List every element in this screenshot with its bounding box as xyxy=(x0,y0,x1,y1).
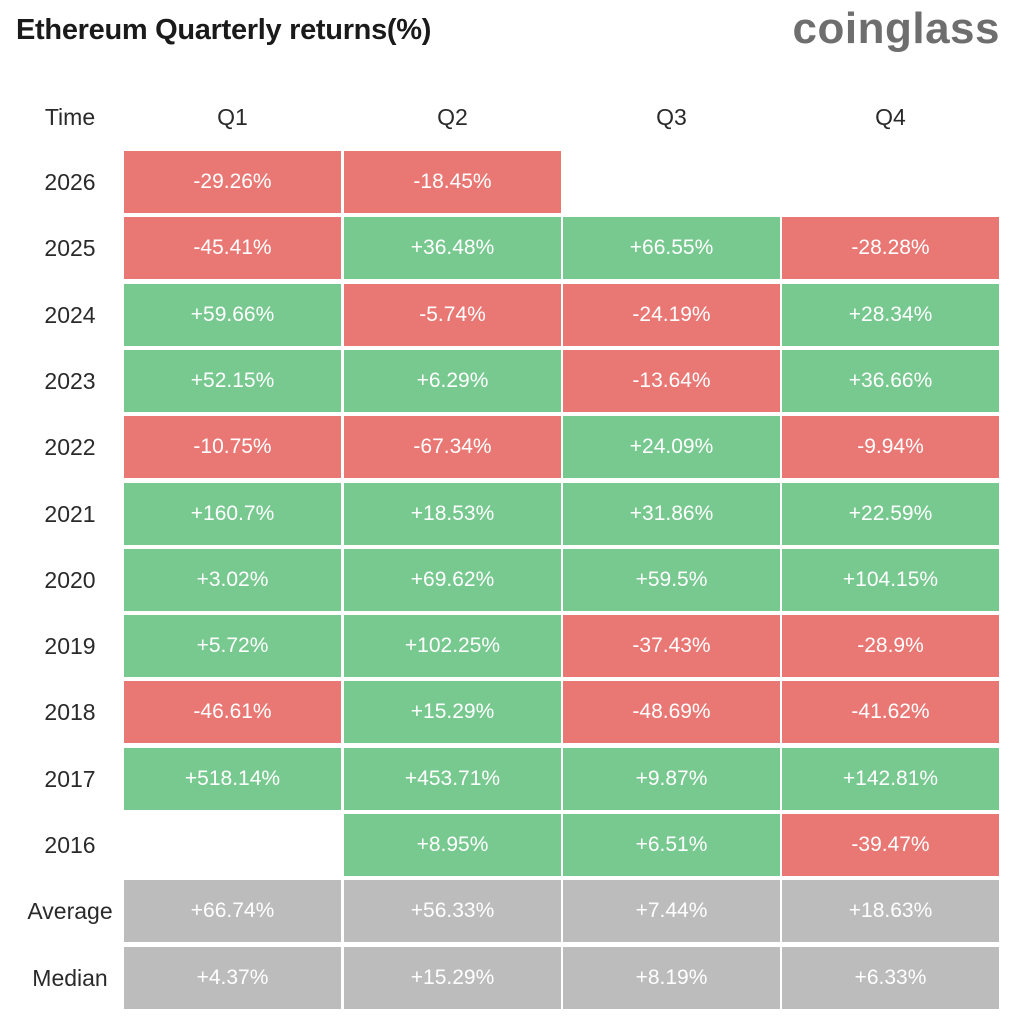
return-cell-2021-q4: +22.59% xyxy=(782,483,999,545)
return-cell-median-q4: +6.33% xyxy=(782,947,999,1009)
row-label-2016: 2016 xyxy=(44,832,96,858)
return-cell-2023-q3: -13.64% xyxy=(563,350,780,412)
return-cell-2025-q2: +36.48% xyxy=(344,217,561,279)
return-cell-2018-q1: -46.61% xyxy=(124,681,341,743)
return-cell-average-q2: +56.33% xyxy=(344,880,561,942)
return-cell-2024-q3: -24.19% xyxy=(563,284,780,346)
return-cell-2026-q2: -18.45% xyxy=(344,151,561,213)
return-cell-2018-q2: +15.29% xyxy=(344,681,561,743)
row-label-2025: 2025 xyxy=(44,235,96,261)
row-label-2022: 2022 xyxy=(44,434,96,460)
return-cell-2024-q4: +28.34% xyxy=(782,284,999,346)
row-label-2024: 2024 xyxy=(44,302,96,328)
row-label-2026: 2026 xyxy=(44,169,96,195)
return-cell-2017-q3: +9.87% xyxy=(563,748,780,810)
return-cell-2022-q4: -9.94% xyxy=(782,416,999,478)
return-cell-2022-q3: +24.09% xyxy=(563,416,780,478)
return-cell-2025-q4: -28.28% xyxy=(782,217,999,279)
return-cell-2023-q4: +36.66% xyxy=(782,350,999,412)
return-cell-2016-q3: +6.51% xyxy=(563,814,780,876)
chart-title: Ethereum Quarterly returns(%) xyxy=(16,14,432,46)
return-cell-2025-q3: +66.55% xyxy=(563,217,780,279)
column-header-q1: Q1 xyxy=(217,104,248,130)
return-cell-median-q2: +15.29% xyxy=(344,947,561,1009)
return-cell-2024-q2: -5.74% xyxy=(344,284,561,346)
row-label-2019: 2019 xyxy=(44,633,96,659)
row-label-2018: 2018 xyxy=(44,699,96,725)
return-cell-2019-q1: +5.72% xyxy=(124,615,341,677)
return-cell-2023-q2: +6.29% xyxy=(344,350,561,412)
return-cell-2016-q2: +8.95% xyxy=(344,814,561,876)
row-label-2017: 2017 xyxy=(44,766,96,792)
row-label-median: Median xyxy=(32,965,108,991)
return-cell-2026-q1: -29.26% xyxy=(124,151,341,213)
return-cell-2021-q2: +18.53% xyxy=(344,483,561,545)
return-cell-median-q3: +8.19% xyxy=(563,947,780,1009)
return-cell-average-q1: +66.74% xyxy=(124,880,341,942)
return-cell-average-q3: +7.44% xyxy=(563,880,780,942)
return-cell-2020-q4: +104.15% xyxy=(782,549,999,611)
column-header-q4: Q4 xyxy=(875,104,906,130)
row-label-2021: 2021 xyxy=(44,501,96,527)
return-cell-2019-q3: -37.43% xyxy=(563,615,780,677)
coinglass-logo: coinglass xyxy=(792,4,1000,53)
return-cell-2018-q3: -48.69% xyxy=(563,681,780,743)
row-label-2020: 2020 xyxy=(44,567,96,593)
return-cell-2022-q1: -10.75% xyxy=(124,416,341,478)
return-cell-2020-q1: +3.02% xyxy=(124,549,341,611)
return-cell-2024-q1: +59.66% xyxy=(124,284,341,346)
return-cell-2020-q3: +59.5% xyxy=(563,549,780,611)
column-header-q2: Q2 xyxy=(437,104,468,130)
return-cell-2018-q4: -41.62% xyxy=(782,681,999,743)
return-cell-2017-q1: +518.14% xyxy=(124,748,341,810)
return-cell-2016-q4: -39.47% xyxy=(782,814,999,876)
return-cell-2023-q1: +52.15% xyxy=(124,350,341,412)
return-cell-average-q4: +18.63% xyxy=(782,880,999,942)
return-cell-2019-q4: -28.9% xyxy=(782,615,999,677)
column-header-q3: Q3 xyxy=(656,104,687,130)
time-column-header: Time xyxy=(44,104,96,130)
return-cell-2022-q2: -67.34% xyxy=(344,416,561,478)
return-cell-2020-q2: +69.62% xyxy=(344,549,561,611)
return-cell-2021-q3: +31.86% xyxy=(563,483,780,545)
return-cell-2021-q1: +160.7% xyxy=(124,483,341,545)
row-label-2023: 2023 xyxy=(44,368,96,394)
return-cell-2019-q2: +102.25% xyxy=(344,615,561,677)
return-cell-2017-q4: +142.81% xyxy=(782,748,999,810)
return-cell-2017-q2: +453.71% xyxy=(344,748,561,810)
row-label-average: Average xyxy=(27,898,113,924)
return-cell-2025-q1: -45.41% xyxy=(124,217,341,279)
return-cell-median-q1: +4.37% xyxy=(124,947,341,1009)
